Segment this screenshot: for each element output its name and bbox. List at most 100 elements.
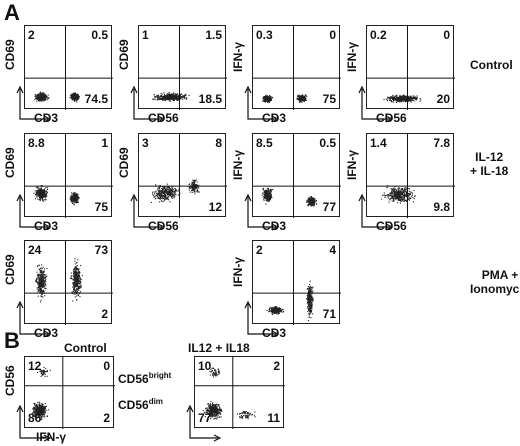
event-dot (79, 272, 81, 274)
x-axis-label: CD56 (376, 219, 407, 233)
event-dot (387, 185, 389, 187)
event-dot (310, 202, 312, 204)
event-dot (44, 93, 46, 95)
event-dot (41, 197, 43, 199)
event-dot (77, 278, 79, 280)
event-dot (40, 290, 42, 292)
event-dot (390, 192, 392, 194)
event-dot (397, 100, 399, 102)
event-dot (80, 287, 82, 289)
event-dot (308, 312, 310, 314)
event-dot (37, 277, 39, 279)
event-dot (413, 190, 415, 192)
event-dot (39, 198, 41, 200)
quadrant-ul-value: 1 (142, 28, 149, 42)
event-dot (40, 280, 42, 282)
event-dot (312, 298, 314, 300)
event-dot (410, 96, 412, 98)
event-dot (307, 204, 309, 206)
event-dot (174, 94, 176, 96)
event-dot (297, 96, 299, 98)
event-dot (271, 96, 273, 98)
event-dot (175, 96, 177, 98)
event-dot (41, 290, 43, 292)
event-dot (161, 99, 163, 101)
event-dot (42, 199, 44, 201)
event-dot (42, 284, 44, 286)
event-dot (40, 97, 42, 99)
event-dot (177, 194, 179, 196)
panel-a-letter: A (4, 0, 20, 25)
event-dot (41, 190, 43, 192)
quadrant-lr-value: 9.8 (433, 200, 450, 214)
event-dot (270, 311, 272, 313)
flow-plot-cd69-cd3-il12-il18: 8.8 1 75 (24, 133, 113, 218)
event-dot (170, 188, 172, 190)
event-dot (173, 97, 175, 99)
event-dot (171, 193, 173, 195)
event-dot (76, 290, 78, 292)
event-dot (177, 99, 179, 101)
event-dot (153, 193, 155, 195)
event-dot (39, 281, 41, 283)
event-dot (39, 288, 41, 290)
event-dot (169, 100, 171, 102)
event-dot (78, 273, 80, 275)
event-dot (35, 279, 37, 281)
event-dot (308, 313, 310, 315)
event-dot (313, 198, 315, 200)
event-dot (411, 99, 413, 101)
event-dot (311, 204, 313, 206)
event-dot (172, 188, 174, 190)
event-dot (73, 95, 75, 97)
event-dot (307, 200, 309, 202)
event-dot (195, 191, 197, 193)
event-dot (39, 290, 41, 292)
flow-plot-cd69-cd3-pma: 24 73 2 (24, 240, 113, 325)
event-dot (299, 98, 301, 100)
event-dot (180, 93, 182, 95)
event-dot (312, 203, 314, 205)
event-dot (73, 273, 75, 275)
event-dot (166, 96, 168, 98)
event-dot (164, 93, 166, 95)
event-dot (391, 191, 393, 193)
event-dot (401, 192, 403, 194)
event-dot (37, 264, 39, 266)
event-dot (297, 94, 299, 96)
event-dot (40, 271, 42, 273)
event-dot (165, 190, 167, 192)
event-dot (74, 198, 76, 200)
event-dot (42, 189, 44, 191)
event-dot (408, 193, 410, 195)
event-dot (39, 274, 41, 276)
event-dot (77, 270, 79, 272)
event-dot (302, 98, 304, 100)
dot-cloud (253, 26, 341, 110)
event-dot (403, 99, 405, 101)
event-dot (272, 313, 274, 315)
event-dot (39, 281, 41, 283)
event-dot (306, 299, 308, 301)
event-dot (38, 94, 40, 96)
event-dot (266, 196, 268, 198)
event-dot (274, 312, 276, 314)
event-dot (44, 197, 46, 199)
event-dot (77, 286, 79, 288)
event-dot (162, 194, 164, 196)
event-dot (307, 286, 309, 288)
event-dot (387, 196, 389, 198)
event-dot (309, 285, 311, 287)
event-dot (168, 187, 170, 189)
event-dot (307, 201, 309, 203)
event-dot (44, 195, 46, 197)
event-dot (74, 268, 76, 270)
event-dot (310, 312, 312, 314)
event-dot (392, 101, 394, 103)
event-dot (74, 291, 76, 293)
event-dot (393, 191, 395, 193)
event-dot (393, 199, 395, 201)
event-dot (309, 203, 311, 205)
event-dot (188, 94, 190, 96)
event-dot (272, 311, 274, 313)
